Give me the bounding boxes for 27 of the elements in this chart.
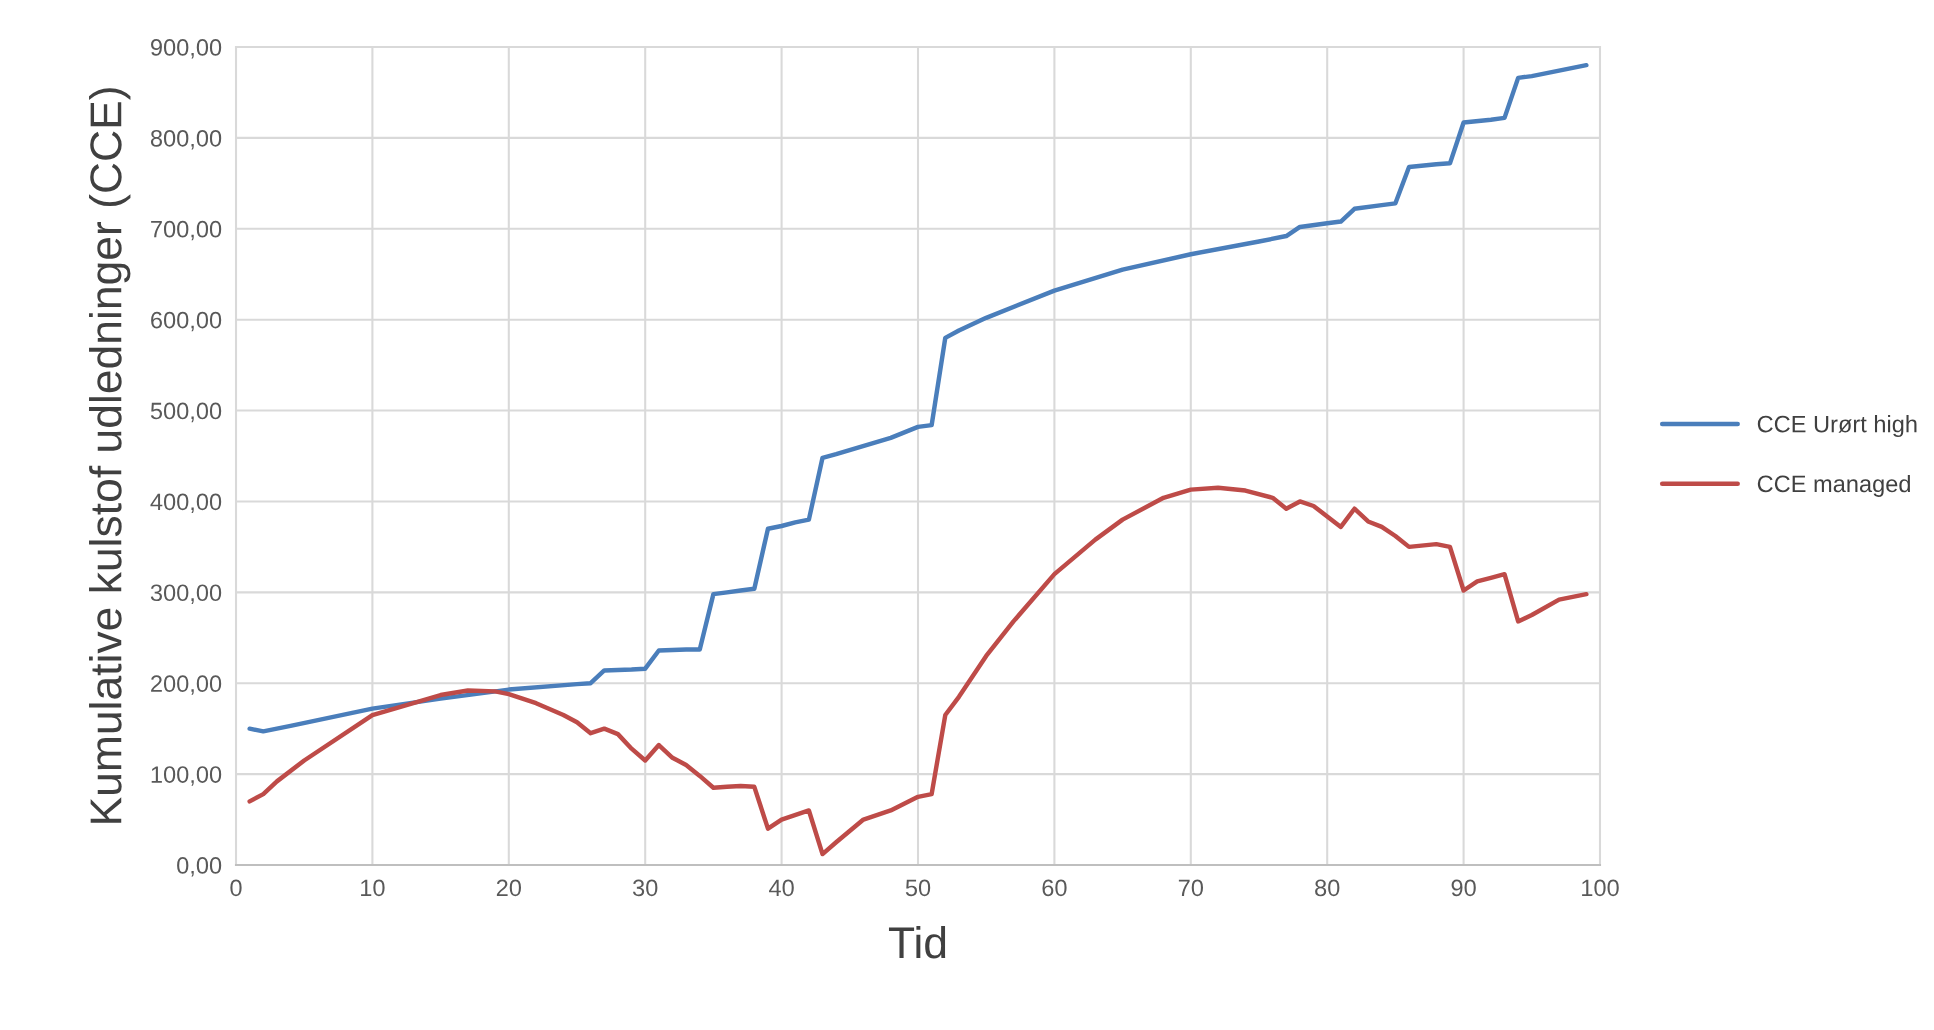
x-tick-label: 80 [1315, 879, 1340, 897]
y-tick-label: 100,00 [151, 766, 222, 786]
x-tick-label: 60 [1042, 879, 1067, 897]
y-tick-label: 700,00 [151, 220, 222, 241]
y-tick-label: 500,00 [150, 402, 222, 423]
x-axis-title: Tid [888, 925, 946, 959]
line-series [247, 62, 1589, 734]
x-tick-label: 10 [361, 879, 385, 897]
x-tick-label: 90 [1451, 879, 1476, 897]
y-axis-title: Kumulative kulstof udledninger (CCE) [89, 88, 131, 823]
x-tick-label: 40 [769, 879, 794, 897]
x-tick-label: 0 [230, 879, 242, 897]
y-tick-label: 800,00 [150, 129, 222, 150]
y-tick-label: 200,00 [151, 675, 222, 695]
x-tick-label: 70 [1178, 879, 1204, 897]
y-tick-label: 300,00 [150, 584, 222, 604]
y-tick-label: 400,00 [150, 493, 222, 514]
legend-label: CCE Urørt high [1757, 415, 1917, 438]
x-tick-label: 30 [632, 879, 658, 897]
line-series [247, 485, 1589, 857]
x-tick-label: 20 [496, 879, 522, 897]
x-tick-label: 100 [1582, 879, 1619, 897]
x-tick-label: 50 [905, 879, 931, 897]
y-tick-label: 600,00 [151, 311, 222, 332]
y-tick-label: 900,00 [151, 39, 222, 59]
legend-label: CCE managed [1757, 474, 1910, 497]
y-tick-label: 0,00 [177, 857, 222, 877]
